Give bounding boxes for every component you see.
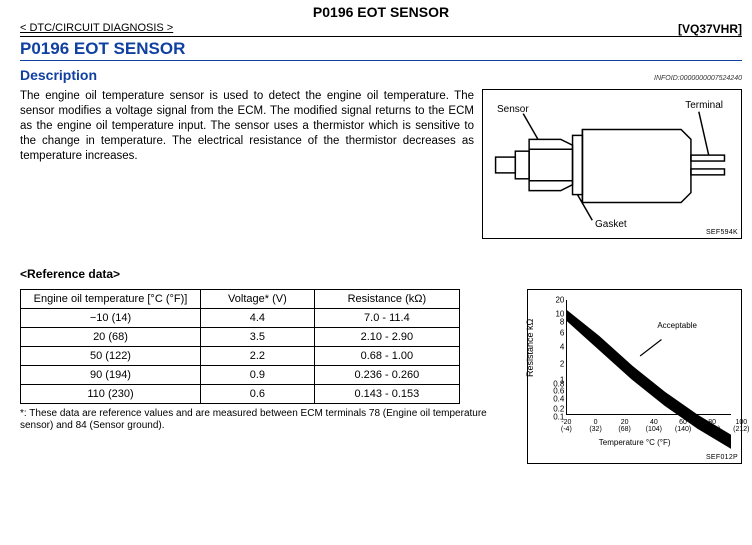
reference-heading: <Reference data>: [20, 267, 742, 281]
table-header: Voltage* (V): [201, 290, 315, 309]
chart-ytick: 2: [560, 360, 564, 369]
table-cell: 2.10 - 2.90: [314, 328, 459, 347]
table-cell: 0.6: [201, 385, 315, 404]
chart-ytick: 6: [560, 328, 564, 337]
table-cell: 0.68 - 1.00: [314, 347, 459, 366]
chart-ylabel: Resistance kΩ: [525, 318, 535, 376]
table-row: 110 (230)0.60.143 - 0.153: [21, 385, 460, 404]
chart-xtick: 100(212): [733, 419, 749, 433]
table-row: 20 (68)3.52.10 - 2.90: [21, 328, 460, 347]
table-cell: −10 (14): [21, 309, 201, 328]
chart-xtick: 80(176): [704, 419, 720, 433]
info-id: INFOID:0000000007524240: [654, 75, 742, 82]
sensor-diagram-code: SEF594K: [706, 229, 738, 236]
breadcrumb: < DTC/CIRCUIT DIAGNOSIS >: [20, 22, 173, 34]
resistance-chart: Resistance kΩ Acceptable Temperature °C …: [527, 289, 742, 464]
table-row: 50 (122)2.20.68 - 1.00: [21, 347, 460, 366]
table-cell: 50 (122): [21, 347, 201, 366]
table-cell: 0.236 - 0.260: [314, 366, 459, 385]
page-title: P0196 EOT SENSOR: [20, 4, 742, 20]
table-header: Engine oil temperature [°C (°F)]: [21, 290, 201, 309]
table-cell: 0.143 - 0.153: [314, 385, 459, 404]
table-header: Resistance (kΩ): [314, 290, 459, 309]
table-cell: 7.0 - 11.4: [314, 309, 459, 328]
table-cell: 0.9: [201, 366, 315, 385]
chart-ytick: 0.4: [553, 395, 564, 404]
table-cell: 110 (230): [21, 385, 201, 404]
chart-ytick: 4: [560, 342, 564, 351]
sensor-diagram: Sensor Terminal Gasket SEF594K: [482, 89, 742, 239]
terminal-label: Terminal: [685, 100, 723, 111]
chart-ytick: 8: [560, 318, 564, 327]
table-cell: 4.4: [201, 309, 315, 328]
chart-code: SEF012P: [706, 454, 738, 461]
table-cell: 2.2: [201, 347, 315, 366]
chart-xtick: -20(-4): [561, 419, 572, 433]
chart-ytick: 20: [555, 296, 564, 305]
chart-xtick: 0(32): [589, 419, 601, 433]
chart-xtick: 40(104): [646, 419, 662, 433]
chart-acceptable-label: Acceptable: [657, 321, 697, 330]
table-row: −10 (14)4.47.0 - 11.4: [21, 309, 460, 328]
chart-xlabel: Temperature °C (°F): [599, 438, 671, 447]
chart-xtick: 20(68): [618, 419, 630, 433]
reference-footnote: *: These data are reference values and a…: [20, 408, 519, 432]
sensor-label: Sensor: [497, 104, 529, 115]
breadcrumb-row: < DTC/CIRCUIT DIAGNOSIS > [VQ37VHR]: [20, 22, 742, 37]
engine-code: [VQ37VHR]: [678, 22, 742, 36]
reference-table: Engine oil temperature [°C (°F)]Voltage*…: [20, 289, 460, 404]
table-row: 90 (194)0.90.236 - 0.260: [21, 366, 460, 385]
description-heading: Description: [20, 67, 97, 83]
description-text: The engine oil temperature sensor is use…: [20, 89, 474, 239]
gasket-label: Gasket: [595, 219, 627, 230]
chart-xtick: 60(140): [675, 419, 691, 433]
section-title: P0196 EOT SENSOR: [20, 39, 742, 61]
table-cell: 90 (194): [21, 366, 201, 385]
table-cell: 3.5: [201, 328, 315, 347]
table-cell: 20 (68): [21, 328, 201, 347]
